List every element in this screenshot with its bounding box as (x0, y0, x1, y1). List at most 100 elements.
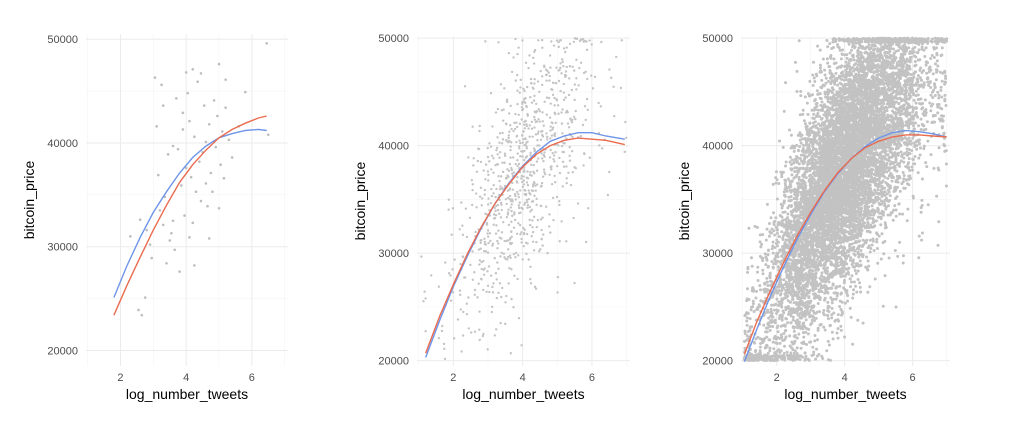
data-point (572, 40, 576, 44)
data-point (565, 46, 568, 49)
data-point (491, 242, 495, 246)
data-point (848, 51, 852, 55)
data-point (568, 65, 572, 68)
data-point (512, 56, 515, 59)
data-point (880, 184, 884, 188)
data-point (532, 215, 536, 219)
data-point (825, 349, 829, 353)
data-point (783, 292, 787, 296)
y-tick-label: 30000 (378, 248, 409, 260)
data-point (795, 352, 799, 356)
data-point (496, 107, 500, 111)
data-point (765, 276, 769, 280)
x-axis-title: log_number_tweets (126, 386, 248, 402)
data-point (129, 235, 132, 238)
data-point (548, 54, 552, 57)
data-point (522, 123, 526, 126)
data-point (548, 225, 551, 228)
data-point (184, 71, 188, 74)
data-point (500, 208, 503, 212)
data-point (510, 168, 514, 172)
data-point (582, 71, 586, 75)
data-point (480, 204, 483, 207)
data-point (764, 238, 768, 242)
data-point (911, 121, 915, 125)
data-point (893, 248, 897, 252)
data-point (802, 335, 806, 339)
data-point (521, 39, 524, 42)
data-point (811, 147, 815, 151)
data-point (518, 223, 522, 227)
data-point (494, 195, 497, 199)
panel-1: 2 4 620000300004000050000log_number_tweets… (21, 34, 288, 402)
data-point (562, 150, 566, 154)
data-point (755, 270, 759, 274)
data-point (513, 192, 517, 196)
data-point (826, 95, 830, 99)
data-point (191, 221, 195, 225)
data-point (549, 231, 552, 234)
data-point (778, 341, 782, 345)
data-point (166, 153, 170, 156)
data-point (893, 204, 897, 208)
data-point (774, 352, 778, 356)
data-point (507, 112, 511, 115)
series-line-2 (113, 115, 267, 316)
data-point (517, 254, 520, 257)
data-point (533, 94, 536, 98)
data-point (518, 139, 521, 142)
data-point (498, 179, 501, 183)
data-point (805, 343, 809, 347)
data-point (933, 62, 937, 66)
data-point (549, 102, 552, 105)
data-point (533, 285, 537, 289)
data-point (548, 213, 551, 216)
data-point (943, 144, 947, 148)
data-point (526, 201, 529, 204)
data-point (492, 184, 496, 187)
data-point (568, 77, 571, 80)
data-point (496, 239, 499, 243)
data-point (531, 135, 534, 138)
data-point (533, 118, 537, 121)
data-point (468, 216, 472, 220)
data-point (894, 214, 898, 218)
data-point (510, 220, 513, 224)
data-point (584, 240, 588, 244)
data-point (221, 130, 224, 133)
data-point (861, 321, 865, 325)
data-point (535, 110, 539, 113)
data-point (483, 193, 486, 196)
data-point (207, 122, 211, 126)
data-point (497, 267, 500, 270)
data-point (537, 157, 540, 160)
data-point (780, 173, 784, 177)
data-point (458, 289, 462, 292)
data-point (496, 203, 500, 207)
data-point (501, 161, 504, 164)
data-point (510, 268, 513, 271)
data-point (191, 67, 195, 71)
data-point (858, 285, 862, 289)
data-point (183, 214, 186, 217)
data-point (487, 197, 490, 200)
data-point (541, 46, 544, 50)
data-point (508, 266, 511, 270)
data-point (158, 209, 162, 212)
data-point (525, 85, 529, 89)
data-point (508, 187, 512, 190)
data-point (775, 178, 779, 182)
x-tick-label: 4 (183, 372, 189, 384)
data-point (244, 90, 247, 94)
data-point (491, 291, 495, 294)
data-point (858, 259, 862, 263)
data-point (532, 163, 535, 167)
data-point (467, 327, 471, 330)
data-point (265, 42, 268, 45)
data-point (923, 98, 927, 102)
data-point (216, 114, 219, 118)
data-point (514, 37, 517, 41)
data-point (541, 120, 544, 123)
data-point (521, 258, 524, 261)
data-point (504, 198, 508, 201)
